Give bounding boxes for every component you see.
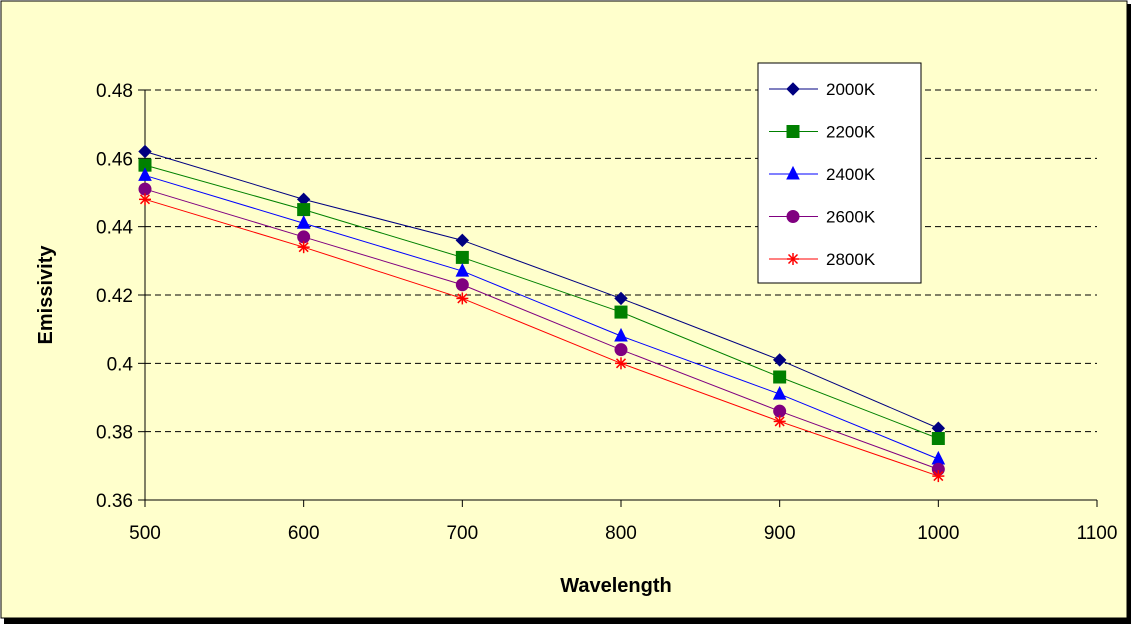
point-2000K-700 <box>455 233 470 248</box>
point-2200K-700 <box>455 250 469 264</box>
y-tick-label-5: 0.46 <box>96 149 133 170</box>
legend-marker-2 <box>786 165 800 180</box>
point-2600K-800 <box>614 343 628 357</box>
legend-label-1: 2200K <box>826 123 876 142</box>
y-tick-label-0: 0.36 <box>96 491 133 512</box>
x-tick-label-5: 1000 <box>917 523 959 544</box>
point-2800K-700 <box>456 292 469 305</box>
point-2400K-500 <box>138 167 152 181</box>
series-line-2800K <box>144 198 939 477</box>
point-2800K-600 <box>297 241 310 254</box>
point-2600K-600 <box>297 230 311 244</box>
x-tick-label-6: 1100 <box>1077 523 1118 544</box>
y-tick-label-1: 0.38 <box>96 423 133 444</box>
x-tick-label-4: 900 <box>764 523 796 544</box>
point-2400K-600 <box>296 215 311 229</box>
x-tick-label-2: 700 <box>446 523 478 544</box>
legend-label-0: 2000K <box>826 80 876 99</box>
legend-label-2: 2400K <box>826 165 876 184</box>
axes: 0.36 0.38 0.4 0.42 0.44 0.46 0.48 500 600 700 800 9… <box>96 81 1117 544</box>
point-2200K-900 <box>773 370 787 384</box>
series-line-2000K <box>144 151 939 429</box>
point-2800K-1000 <box>932 470 945 483</box>
point-2000K-500 <box>138 144 152 159</box>
point-2800K-900 <box>773 415 786 428</box>
x-tick-label-0: 500 <box>129 523 161 544</box>
chart-background <box>0 0 1128 619</box>
series-lines <box>144 151 939 477</box>
point-2600K-900 <box>773 404 787 418</box>
y-tick-label-6: 0.48 <box>96 81 133 102</box>
point-2800K-500 <box>139 193 151 206</box>
legend-label-4: 2800K <box>826 250 876 269</box>
point-2200K-600 <box>297 203 311 217</box>
x-tick-label-3: 800 <box>605 523 637 544</box>
legend-marker-3 <box>786 210 800 223</box>
legend-label-3: 2600K <box>826 208 876 227</box>
legend-marker-4 <box>787 253 799 265</box>
point-2000K-800 <box>614 291 628 306</box>
series-line-2600K <box>144 188 939 470</box>
legend: 2000K 2200K 2400K 2600K 2800K <box>757 62 922 284</box>
y-axis-title: Emissivity <box>35 245 57 345</box>
series-line-2400K <box>144 174 939 460</box>
y-tick-label-3: 0.42 <box>96 286 133 307</box>
point-2200K-1000 <box>931 432 945 445</box>
legend-box <box>757 62 922 284</box>
x-tick-label-1: 600 <box>288 523 320 544</box>
point-2200K-800 <box>614 305 628 319</box>
y-tick-label-2: 0.4 <box>107 354 134 375</box>
series-markers <box>138 144 946 483</box>
x-axis-title: Wavelength <box>560 575 672 597</box>
point-2000K-900 <box>772 353 787 367</box>
legend-marker-0 <box>786 82 800 96</box>
point-2400K-900 <box>772 385 787 400</box>
point-2600K-700 <box>455 278 469 292</box>
y-tick-label-4: 0.44 <box>96 218 133 239</box>
point-2400K-800 <box>614 327 628 342</box>
point-2400K-700 <box>455 262 470 277</box>
point-2800K-800 <box>615 357 627 370</box>
series-line-2200K <box>144 164 939 439</box>
point-2600K-500 <box>138 182 152 196</box>
legend-marker-1 <box>786 125 800 138</box>
